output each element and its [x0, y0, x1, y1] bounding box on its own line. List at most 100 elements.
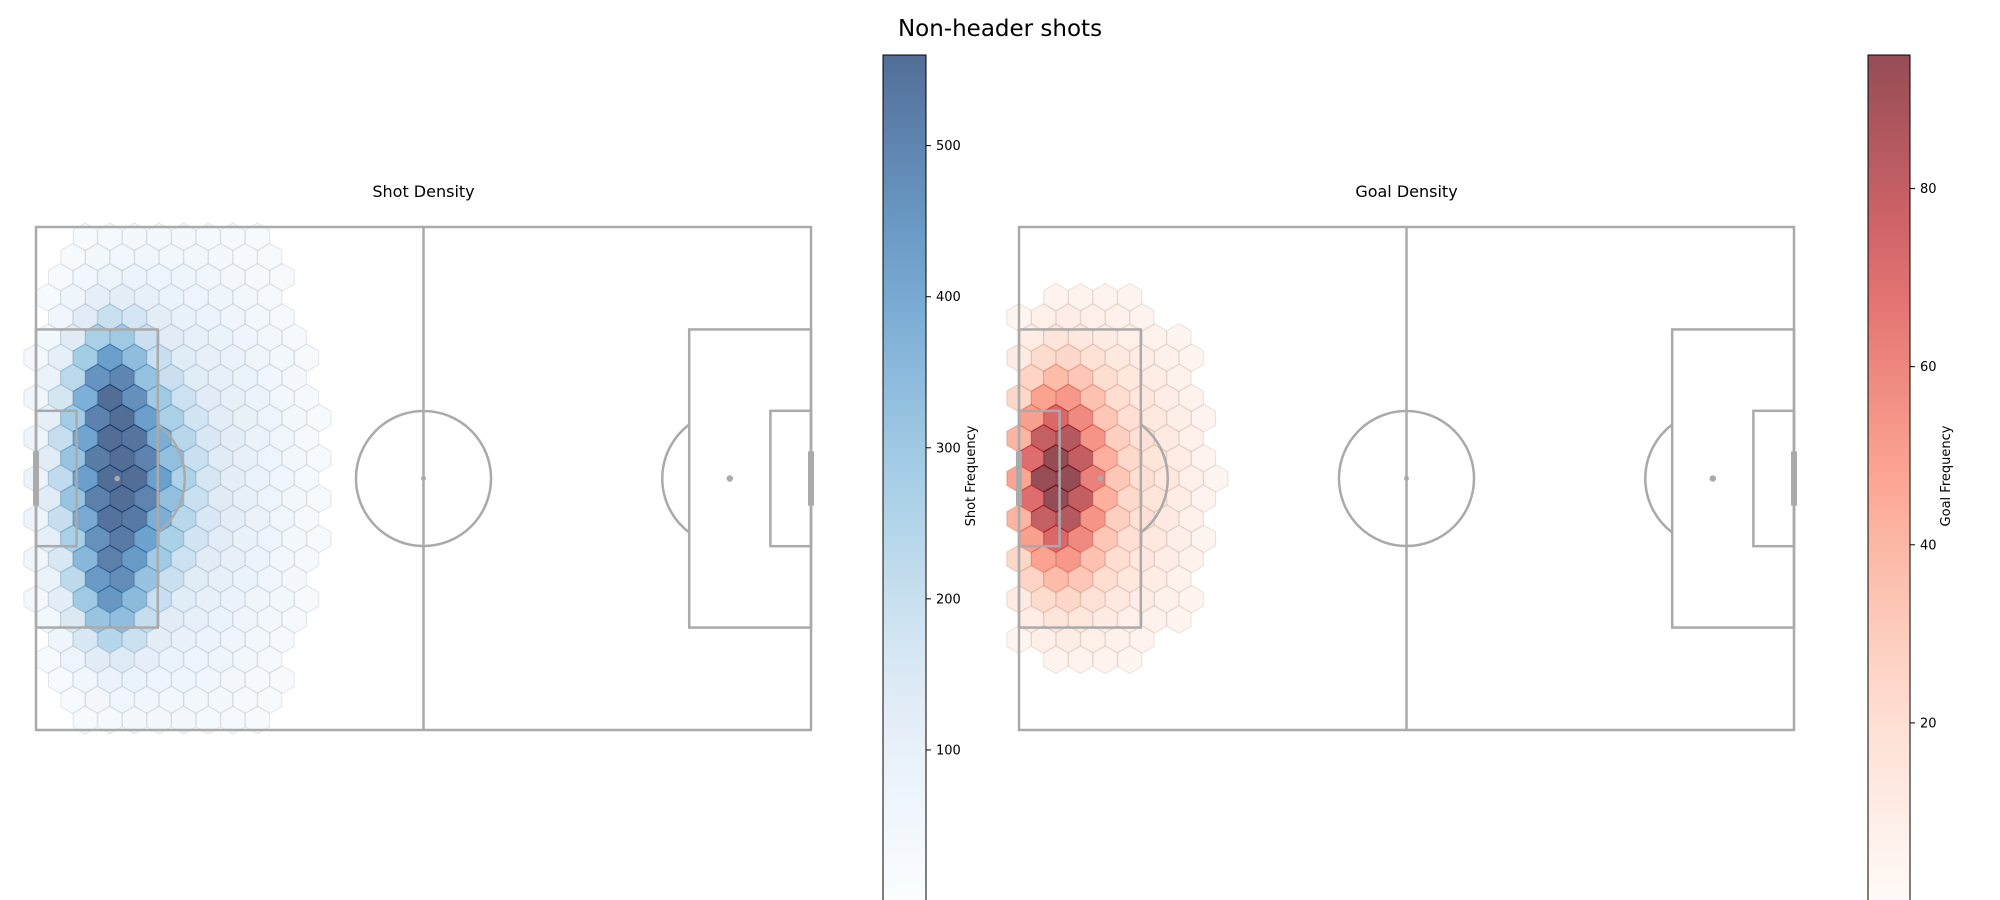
- hexbin-cell: [158, 685, 184, 715]
- hexbin-cell: [1154, 423, 1180, 453]
- hexbin-cell: [171, 705, 197, 735]
- hexbin-cell: [97, 504, 123, 534]
- hexbin-cell: [281, 443, 307, 473]
- left-penalty-spot: [1097, 475, 1103, 482]
- hexbin-cell: [195, 464, 221, 493]
- hexbin-cell: [1141, 323, 1167, 353]
- hexbin-cell: [146, 222, 172, 252]
- hexbin-cell: [208, 484, 234, 514]
- hexbin-cell: [269, 383, 295, 413]
- hexbin-cell: [269, 624, 295, 654]
- hexbin-cell: [306, 524, 332, 554]
- hexbin-cell: [281, 323, 307, 353]
- right-penalty-area: [1670, 328, 1796, 629]
- colorbar-tick-label: 60: [1920, 360, 1937, 375]
- hexbin-cell: [72, 262, 98, 292]
- hexbin-cell: [1166, 524, 1192, 554]
- hexbin-cell: [109, 403, 135, 433]
- hexbin-cell: [1068, 645, 1094, 675]
- hexbin-cell: [109, 645, 135, 675]
- colorbar-gradient: [1867, 54, 1911, 900]
- centre-spot: [1404, 476, 1409, 481]
- hexbin-cell: [1055, 544, 1081, 574]
- right-penalty-arc: [1644, 423, 1673, 534]
- hexbin-cell: [232, 282, 258, 312]
- right-penalty-arc: [661, 423, 690, 534]
- colorbar-tick-label: 100: [936, 743, 961, 758]
- hexbin-cell: [146, 665, 172, 695]
- hexbin-cell: [281, 524, 307, 554]
- colorbar-tick-label: 200: [936, 592, 961, 607]
- hexbin-cell: [1178, 423, 1204, 453]
- hexbin-cell: [257, 484, 283, 514]
- hexbin-cell: [109, 564, 135, 594]
- hexbin-cell: [1092, 564, 1118, 594]
- hexbin-cell: [1068, 363, 1094, 393]
- hexbin-cell: [269, 423, 295, 453]
- hexbin-cell: [281, 403, 307, 433]
- hexbin-cell: [1178, 584, 1204, 614]
- hexbin-cell: [1104, 303, 1130, 333]
- hexbin-cell: [1191, 443, 1217, 473]
- hexbin-cell: [208, 363, 234, 393]
- hexbin-cell: [97, 222, 123, 252]
- hexbin-cell: [1104, 343, 1130, 373]
- hexbin-cell: [1043, 484, 1069, 514]
- hexbin-cell: [1031, 303, 1057, 333]
- hexbin-cell: [1191, 403, 1217, 433]
- hexbin-cell: [1055, 584, 1081, 614]
- hexbin-cell: [269, 303, 295, 333]
- hexbin-cell: [1031, 544, 1057, 574]
- hexbin-cell: [257, 645, 283, 675]
- hexbin-cell: [257, 242, 283, 272]
- hexbin-cell: [158, 363, 184, 393]
- hexbin-cell: [85, 645, 111, 675]
- hexbin-cell: [1055, 624, 1081, 654]
- hexbin-cell: [1166, 363, 1192, 393]
- right-six-yard-box: [769, 409, 813, 548]
- hexbin-cell: [269, 665, 295, 695]
- hexbin-cell: [1043, 564, 1069, 594]
- hexbin-cell: [195, 383, 221, 413]
- hexbin-cell: [85, 685, 111, 715]
- hexbin-cell: [1178, 464, 1204, 493]
- hexbin-cell: [220, 665, 246, 695]
- hexbin-cell: [257, 363, 283, 393]
- hexbin-cell: [1080, 584, 1106, 614]
- hexbin-cell: [257, 564, 283, 594]
- hexbin-cell: [171, 584, 197, 614]
- goal-panel-title: Goal Density: [1355, 182, 1457, 201]
- hexbin-cell: [171, 383, 197, 413]
- hexbin-cell: [48, 423, 74, 453]
- left-penalty-spot: [114, 475, 120, 482]
- hexbin-cell: [306, 443, 332, 473]
- hexbin-cell: [158, 242, 184, 272]
- hexbin-cell: [1055, 504, 1081, 534]
- hexbin-cell: [208, 524, 234, 554]
- hexbin-cell: [72, 544, 98, 574]
- hexbin-cell: [1080, 624, 1106, 654]
- hexbin-cell: [1117, 282, 1143, 312]
- colorbar-gradient: [882, 54, 927, 900]
- hexbin-cell: [60, 645, 86, 675]
- hexbin-cell: [1154, 504, 1180, 534]
- hexbin-cell: [281, 484, 307, 514]
- hexbin-cell: [195, 423, 221, 453]
- hexbin-cell: [48, 262, 74, 292]
- centre-circle: [354, 409, 493, 548]
- hexbin-cell: [195, 343, 221, 373]
- hexbin-cell: [1166, 564, 1192, 594]
- hexbin-cell: [158, 403, 184, 433]
- hexbin-cell: [1068, 524, 1094, 554]
- left-penalty-arc: [157, 423, 186, 534]
- hexbin-cell: [60, 564, 86, 594]
- colorbar-tick-label: 400: [936, 290, 961, 305]
- hexbin-cell: [294, 544, 320, 574]
- hexbin-cell: [97, 584, 123, 614]
- hexbin-cell: [171, 665, 197, 695]
- hexbin-cell: [60, 685, 86, 715]
- hexbin-cell: [208, 645, 234, 675]
- shot-density-panel: Shot Density 100 200 300 400 500 Shot Frequenc…: [23, 54, 979, 900]
- hexbin-cell: [121, 343, 147, 373]
